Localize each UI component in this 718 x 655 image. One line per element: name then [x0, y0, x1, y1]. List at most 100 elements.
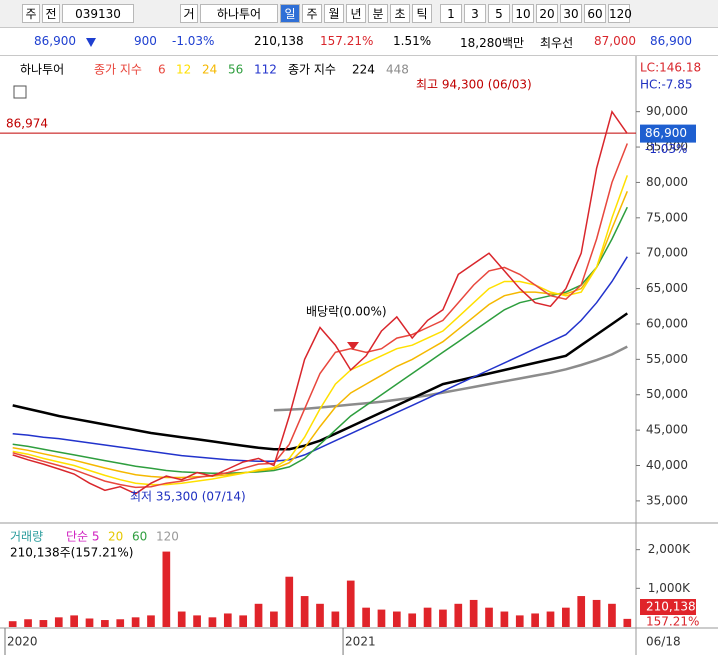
volume-bar [116, 619, 125, 627]
series-line [12, 143, 628, 489]
toolbar-item[interactable]: 월 [324, 4, 344, 23]
volume-bar [500, 611, 509, 627]
toolbar-item[interactable]: 5 [488, 4, 510, 23]
toolbar-item[interactable]: 30 [560, 4, 582, 23]
volume-bar [469, 599, 478, 627]
ref-label: 86,974 [6, 117, 48, 131]
price-tag [640, 124, 696, 143]
volume-bar [8, 621, 17, 627]
volume-bar [193, 615, 201, 627]
series-line [12, 206, 628, 475]
toolbar-item[interactable]: 120 [608, 4, 632, 23]
volume-bar [331, 611, 340, 627]
toolbar-item[interactable]: 분 [368, 4, 388, 23]
annotation: 최저 35,300 (07/14) [130, 490, 246, 504]
legend-label: 하나투어 [20, 63, 64, 77]
legend-prefix: 종가 지수 [94, 63, 142, 77]
toolbar-item[interactable]: 60 [584, 4, 606, 23]
y-tick-label: 85,000 [646, 140, 688, 154]
y-tick-label: 45,000 [646, 423, 688, 437]
quote-bar: 86,900 900 -1.03% 210,138 157.21% 1.51% … [0, 28, 718, 56]
down-arrow [86, 38, 96, 47]
y-tick-label: 40,000 [646, 458, 688, 472]
toolbar-item[interactable]: 10 [512, 4, 534, 23]
turnover: 1.51% [393, 34, 432, 48]
volume-bar [131, 617, 140, 627]
toolbar-item[interactable]: 039130 [62, 4, 134, 23]
price: 86,900 [34, 34, 76, 48]
legend-label: 단순 5 [66, 530, 100, 544]
volume-bar [577, 596, 586, 627]
toolbar-item[interactable]: 1 [440, 4, 462, 23]
legend-label: 6 [158, 63, 166, 77]
y-tick-label: 75,000 [646, 210, 688, 224]
toolbar-item[interactable]: 20 [536, 4, 558, 23]
y-tick-label: 65,000 [646, 281, 688, 295]
x-tick-label: 2021 [345, 635, 376, 649]
volume-bar [39, 620, 48, 627]
toolbar-item[interactable]: 년 [346, 4, 366, 23]
legend-label: 60 [132, 530, 147, 544]
price-tag-change: -1.03% [645, 142, 687, 156]
best-label: 최우선 [540, 36, 574, 50]
toolbar-item[interactable]: 거 [180, 4, 198, 23]
legend-label: 448 [386, 63, 409, 77]
amount: 18,280백만 [460, 36, 525, 50]
series-line [12, 312, 629, 451]
y-tick-label: 60,000 [646, 316, 688, 330]
volume-bar [85, 618, 94, 627]
volume-bar [208, 617, 217, 627]
bid: 86,900 [650, 34, 692, 48]
volume-bar [239, 615, 248, 627]
dividend-marker [347, 342, 359, 350]
volume-bar [377, 609, 386, 627]
axis-note: LC:146.18 [640, 61, 701, 75]
x-tick-label: 2020 [7, 635, 38, 649]
volume-bar [423, 607, 432, 627]
volume-bar [408, 613, 417, 627]
legend-label: 20 [108, 530, 123, 544]
y-tick-label: 1,000K [648, 581, 691, 595]
volume-bar [300, 596, 309, 627]
toolbar-item[interactable]: 초 [390, 4, 410, 23]
volume-summary: 210,138주(157.21%) [10, 546, 133, 560]
volume-bar [101, 620, 109, 627]
volume-bar [285, 576, 294, 627]
toolbar-item[interactable]: 3 [464, 4, 486, 23]
toolbar-item[interactable]: 일 [280, 4, 300, 23]
toolbar-item[interactable]: 주 [302, 4, 322, 23]
volume-bar [346, 580, 355, 627]
series-line [12, 175, 629, 486]
volume-tag-label: 210,138 [646, 600, 696, 614]
toolbar-item[interactable]: 하나투어 [200, 4, 278, 23]
annotation: 최고 94,300 (06/03) [416, 78, 532, 92]
volume-bar [54, 617, 63, 627]
series-line [12, 109, 628, 495]
volume-bar [531, 613, 539, 627]
y-tick-label: 50,000 [646, 387, 688, 401]
legend-label: 56 [228, 63, 243, 77]
volume-bar [592, 599, 601, 627]
table-icon[interactable] [13, 85, 27, 99]
volume-bar [270, 611, 278, 627]
volume-ratio: 157.21% [646, 615, 699, 629]
volume-bar [70, 615, 78, 627]
series-line [273, 345, 628, 412]
volume-bar [546, 611, 555, 627]
toolbar-item[interactable]: 주 [22, 4, 40, 23]
volume-bar [177, 611, 186, 627]
toolbar-item[interactable]: 틱 [412, 4, 432, 23]
legend-label: 224 [352, 63, 375, 77]
date-label: 06/18 [646, 635, 681, 649]
ask: 87,000 [594, 34, 636, 48]
volume-bar [316, 603, 324, 627]
series-line [12, 191, 628, 479]
change-pct: -1.03% [172, 34, 215, 48]
volume-bar [562, 607, 570, 627]
volume-ratio: 157.21% [320, 34, 374, 48]
volume-tag [640, 599, 696, 615]
volume: 210,138 [254, 34, 304, 48]
volume-bar [223, 613, 232, 627]
volume-bar [362, 607, 370, 627]
toolbar-item[interactable]: 전 [42, 4, 60, 23]
